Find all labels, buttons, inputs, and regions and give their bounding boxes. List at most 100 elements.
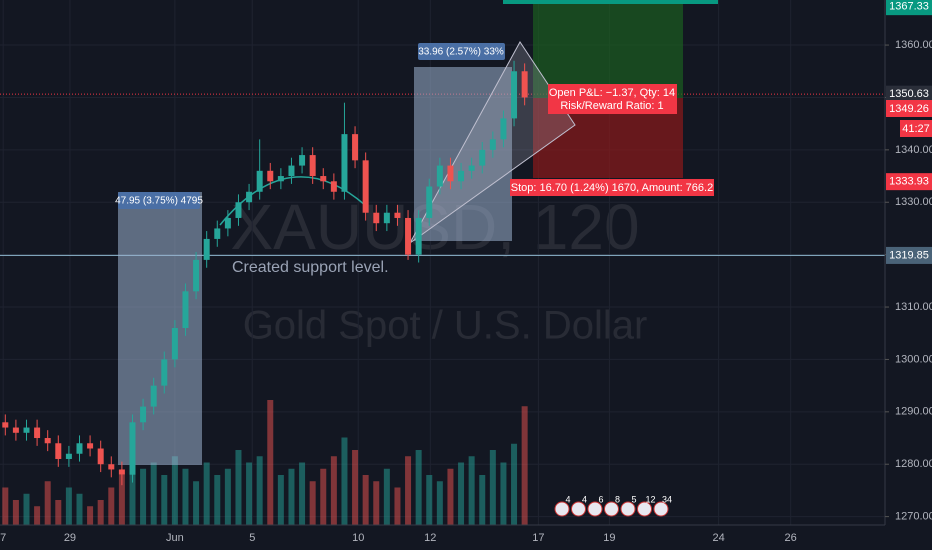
volume-bar [436, 481, 443, 525]
volume-bar [140, 468, 147, 525]
stop-label-bg [510, 179, 714, 196]
volume-bar [288, 468, 295, 525]
volume-bar [405, 456, 412, 525]
volume-bar [383, 468, 390, 525]
candle-body [44, 438, 51, 444]
volume-bar [267, 400, 274, 525]
y-tick-label: 1290.00 [895, 406, 932, 418]
candle-body [193, 259, 200, 292]
volume-bar [309, 481, 316, 525]
event-count: 6 [598, 494, 603, 504]
annotation: Created support level. [232, 259, 389, 276]
candle-body [76, 443, 83, 454]
candle-body [405, 217, 412, 255]
price-label-bg [886, 0, 932, 16]
y-tick-label: 1310.00 [895, 301, 932, 313]
candle-body [214, 228, 221, 239]
volume-bar [55, 500, 62, 525]
volume-bar [468, 456, 475, 525]
volume-bar [352, 450, 359, 525]
volume-bar [415, 450, 422, 525]
candle-body [500, 118, 507, 140]
event-count: 34 [662, 494, 672, 504]
y-tick-label: 1330.00 [895, 196, 932, 208]
candle-body [458, 170, 465, 182]
event-icon [587, 501, 603, 517]
y-tick-label: 1360.00 [895, 39, 932, 51]
event-count: 5 [631, 494, 636, 504]
candle-body [415, 217, 422, 255]
candle-body [87, 443, 94, 449]
candle-body [373, 212, 380, 224]
price-label: 1319.85 [889, 249, 929, 261]
volume-bar [320, 468, 327, 525]
volume-bar [500, 462, 507, 525]
volume-bar [458, 462, 465, 525]
last-price: 1349.26 [889, 103, 929, 115]
candle-body [224, 217, 231, 229]
volume-bar [362, 475, 369, 525]
candle-body [352, 134, 359, 161]
candle-body [468, 165, 475, 171]
last-price-bg [886, 100, 932, 117]
y-tick-label: 1300.00 [895, 353, 932, 365]
volume-bar [2, 487, 9, 525]
candle-body [511, 71, 518, 119]
candle-body [161, 359, 168, 386]
volume-bar [426, 475, 433, 525]
candle-body [394, 212, 401, 218]
event-icon [653, 501, 669, 517]
x-tick-label: 29 [64, 532, 76, 544]
candle-body [426, 186, 433, 218]
x-tick-label: 26 [785, 532, 797, 544]
volume-bar [341, 437, 348, 525]
volume-bar [489, 450, 496, 525]
volume-bar [87, 506, 94, 525]
volume-bar [150, 462, 157, 525]
volume-bar [256, 456, 263, 525]
candle-body [330, 181, 337, 192]
candle-body [436, 165, 443, 187]
measure-label-bg [118, 192, 200, 209]
measure-label: 47.95 (3.75%) 4795 [115, 196, 203, 207]
candle-body [320, 176, 327, 182]
volume-bar [224, 468, 231, 525]
event-count: 8 [615, 494, 620, 504]
candle-body [65, 453, 72, 459]
volume-bar [521, 406, 528, 525]
candle-body [150, 385, 157, 407]
volume-bar [34, 506, 41, 525]
stop-label: Stop: 16.70 (1.24%) 1670, Amount: 766.2 [511, 182, 713, 194]
event-icon [554, 501, 570, 517]
y-tick-label: 1280.00 [895, 458, 932, 470]
candle-body [479, 149, 486, 166]
volume-bar [23, 493, 30, 525]
event-icon [604, 501, 619, 517]
volume-bar [246, 462, 253, 525]
volume-bar [108, 487, 115, 525]
candle-body [288, 165, 295, 177]
candle-body [118, 469, 125, 475]
price-label: 1333.93 [889, 176, 929, 188]
candle-body [267, 170, 274, 182]
candle-body [55, 443, 62, 459]
y-tick-label: 1270.00 [895, 511, 932, 523]
volume-bar [235, 450, 242, 525]
candle-body [2, 422, 9, 428]
candle-body [447, 165, 454, 182]
candle-body [309, 155, 316, 177]
volume-bar [182, 468, 189, 525]
y-tick-label: 1340.00 [895, 144, 932, 156]
position-label-bg [548, 84, 677, 114]
event-icon [571, 501, 586, 517]
x-tick-label: 19 [603, 532, 615, 544]
candle-body [383, 212, 390, 224]
candle-body [521, 71, 528, 98]
countdown: 41:27 [902, 123, 930, 135]
candle-body [256, 170, 263, 192]
event-count: 4 [582, 494, 587, 504]
measure-label-bg [418, 43, 505, 60]
volume-bar [193, 481, 200, 525]
candle-body [23, 427, 30, 433]
